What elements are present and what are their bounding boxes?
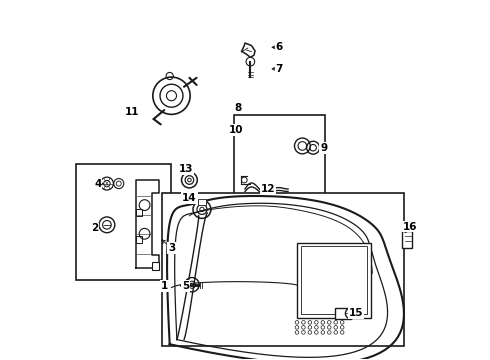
- Bar: [300, 246, 367, 315]
- Bar: [136, 210, 143, 216]
- Bar: [335, 308, 351, 319]
- Text: 3: 3: [168, 243, 175, 253]
- Text: 12: 12: [261, 184, 275, 194]
- Text: 9: 9: [320, 143, 327, 153]
- Text: 5: 5: [182, 281, 190, 291]
- Text: 13: 13: [178, 164, 193, 174]
- Bar: [297, 243, 370, 318]
- Text: 1: 1: [161, 281, 168, 291]
- Bar: [76, 164, 172, 280]
- Text: 2: 2: [91, 224, 98, 233]
- Text: 10: 10: [229, 125, 243, 135]
- Bar: [402, 231, 413, 248]
- Text: 16: 16: [403, 222, 417, 231]
- Text: 8: 8: [234, 103, 242, 113]
- Bar: [162, 193, 404, 346]
- Bar: [136, 236, 143, 243]
- Text: 14: 14: [182, 193, 196, 203]
- Text: 11: 11: [125, 107, 139, 117]
- Bar: [198, 199, 206, 205]
- Text: 15: 15: [349, 308, 364, 318]
- Text: 6: 6: [275, 42, 283, 52]
- Bar: [152, 262, 159, 270]
- Text: 4: 4: [94, 179, 101, 189]
- Text: 7: 7: [275, 64, 283, 74]
- Bar: [234, 116, 325, 200]
